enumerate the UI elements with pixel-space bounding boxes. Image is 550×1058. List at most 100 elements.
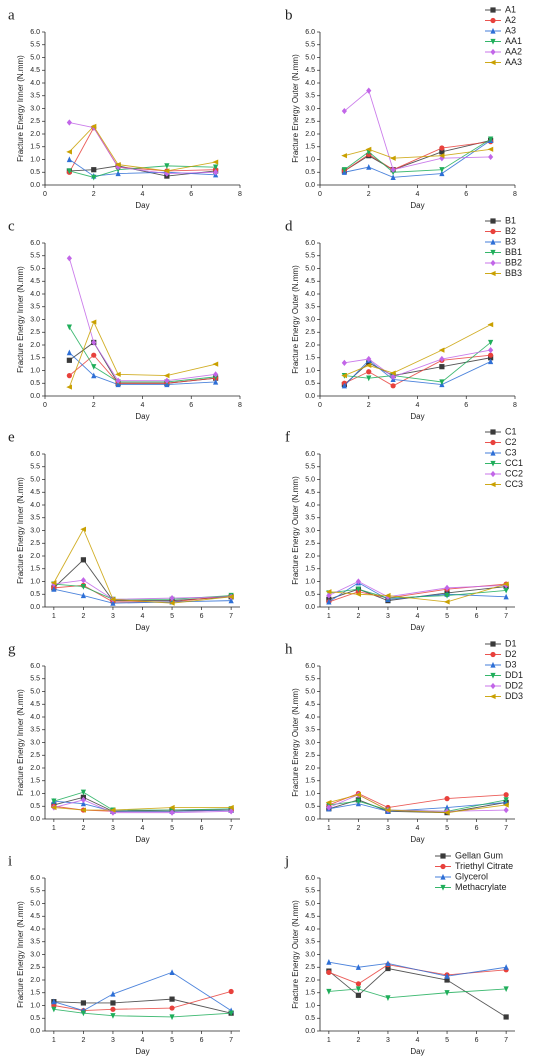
data-point <box>50 580 57 586</box>
data-point <box>110 1013 116 1019</box>
y-tick-label: 0.0 <box>30 816 40 823</box>
data-point <box>341 107 347 115</box>
x-tick-label: 4 <box>416 613 420 620</box>
data-point <box>109 596 116 602</box>
data-point <box>439 170 445 177</box>
y-tick-label: 1.5 <box>305 778 315 785</box>
y-tick-label: 5.0 <box>30 54 40 61</box>
data-point <box>228 808 234 815</box>
data-point <box>488 358 494 365</box>
data-point <box>326 988 332 995</box>
x-tick-label: 3 <box>386 1037 390 1044</box>
y-tick-label: 4.0 <box>30 80 40 87</box>
y-tick-label: 6.0 <box>30 451 40 458</box>
data-point <box>390 155 396 161</box>
data-point <box>341 153 347 159</box>
data-point <box>366 369 372 375</box>
y-tick-label: 2.5 <box>305 752 315 759</box>
data-point <box>228 597 234 604</box>
data-point <box>228 594 234 600</box>
data-point <box>385 965 391 972</box>
y-tick-label: 3.0 <box>305 951 315 958</box>
legend-marker <box>440 873 446 880</box>
data-point <box>228 988 234 995</box>
y-tick-label: 1.5 <box>30 144 40 151</box>
panel-label: g <box>8 641 16 657</box>
legend-label: CC3 <box>505 479 523 489</box>
y-tick-label: 5.0 <box>30 900 40 907</box>
x-tick-label: 2 <box>81 825 85 832</box>
y-axis-title: Fracture Energy Inner (N.mm) <box>16 901 25 1008</box>
data-point <box>439 379 445 386</box>
legend-label: BB1 <box>505 247 522 257</box>
x-tick-label: 5 <box>445 825 449 832</box>
y-tick-label: 5.0 <box>305 265 315 272</box>
y-tick-label: 1.5 <box>30 355 40 362</box>
data-point <box>390 373 396 380</box>
data-point <box>169 809 175 816</box>
y-tick-label: 4.5 <box>30 913 40 920</box>
legend-label: BB3 <box>505 268 522 278</box>
data-point <box>213 164 219 171</box>
legend-label: BB2 <box>505 257 522 267</box>
y-tick-label: 2.0 <box>30 765 40 772</box>
data-point <box>80 1010 87 1017</box>
y-axis-title: Fracture Energy Inner (N.mm) <box>16 477 25 584</box>
data-point <box>110 990 116 997</box>
y-tick-label: 2.5 <box>305 329 315 336</box>
x-tick-label: 0 <box>43 402 47 409</box>
data-point <box>444 973 450 979</box>
x-tick-label: 7 <box>504 825 508 832</box>
x-tick-label: 7 <box>229 613 233 620</box>
x-tick-label: 2 <box>367 191 371 198</box>
data-point <box>355 986 362 993</box>
data-point <box>66 324 72 331</box>
legend-marker <box>440 863 446 870</box>
x-tick-label: 2 <box>81 1037 85 1044</box>
data-point <box>51 798 57 805</box>
legend-marker <box>490 470 496 478</box>
x-tick-label: 4 <box>141 825 145 832</box>
legend-label: C3 <box>505 447 517 457</box>
y-tick-label: 4.5 <box>305 913 315 920</box>
data-point <box>390 166 396 173</box>
data-point <box>169 969 175 975</box>
legend-marker <box>490 7 496 13</box>
x-tick-label: 4 <box>416 825 420 832</box>
legend-label: B1 <box>505 215 516 225</box>
data-point <box>325 799 332 806</box>
y-tick-label: 0.5 <box>30 1015 40 1022</box>
data-point <box>439 355 445 363</box>
data-point <box>80 800 87 807</box>
x-tick-label: 4 <box>141 613 145 620</box>
data-point <box>110 600 116 606</box>
x-tick-label: 6 <box>189 402 193 409</box>
legend-label: A3 <box>505 25 516 35</box>
series-line <box>328 968 507 1018</box>
y-tick-label: 6.0 <box>30 240 40 247</box>
panel: a 0.0 0.5 1.0 1.5 2.0 2.5 3.0 3.5 4.0 4.5 5.0 5.5 6.0… <box>8 7 242 210</box>
data-point <box>503 802 509 808</box>
legend-marker <box>490 439 496 446</box>
x-tick-label: 4 <box>141 402 145 409</box>
y-tick-label: 2.5 <box>30 118 40 125</box>
x-axis-title: Day <box>410 623 424 632</box>
x-tick-label: 5 <box>170 613 174 620</box>
data-point <box>366 87 372 94</box>
x-tick-label: 6 <box>200 1037 204 1044</box>
y-axis-title: Fracture Energy Outer (N.mm) <box>291 54 300 163</box>
y-tick-label: 1.0 <box>305 1002 315 1009</box>
legend-marker <box>440 884 446 891</box>
y-tick-label: 5.5 <box>30 464 40 471</box>
y-tick-label: 1.0 <box>305 578 315 585</box>
y-tick-label: 3.0 <box>30 105 40 112</box>
y-tick-label: 4.0 <box>305 502 315 509</box>
x-tick-label: 6 <box>464 402 468 409</box>
y-tick-label: 4.5 <box>305 67 315 74</box>
legend-marker <box>490 38 496 45</box>
series-line <box>328 794 507 814</box>
y-tick-label: 2.5 <box>30 540 40 547</box>
data-point <box>109 807 116 813</box>
